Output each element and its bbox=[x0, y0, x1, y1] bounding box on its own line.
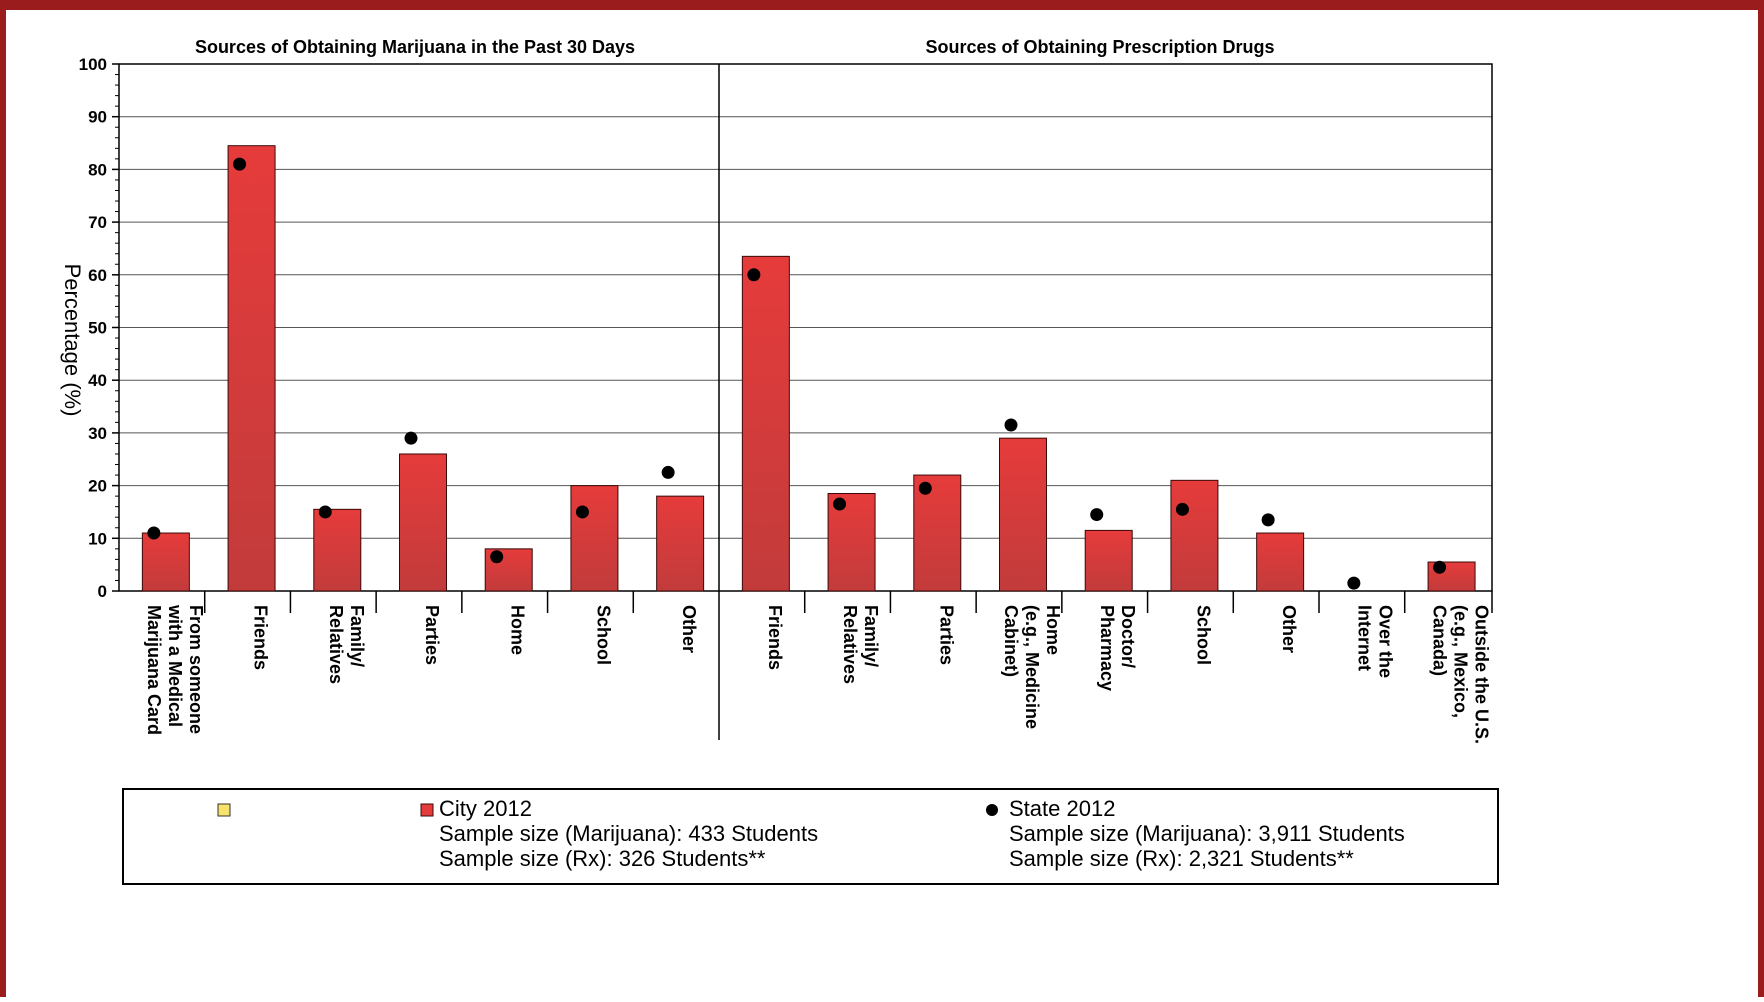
x-category-label: From someone bbox=[186, 605, 206, 734]
y-tick-label: 70 bbox=[88, 213, 107, 232]
x-category-label: (e.g., Mexico, bbox=[1451, 605, 1471, 718]
bars bbox=[141, 145, 1476, 592]
dot-state-2012 bbox=[1347, 576, 1361, 590]
x-category-label: Family/ bbox=[347, 605, 367, 667]
legend-yellow-swatch bbox=[217, 803, 231, 817]
x-category-label: Marijuana Card bbox=[144, 605, 164, 735]
x-category-label: School bbox=[593, 605, 613, 665]
bar-city-2012 bbox=[1256, 532, 1305, 592]
x-category-label: Family/ bbox=[861, 605, 881, 667]
x-category-label: Other bbox=[679, 605, 699, 653]
gridlines bbox=[119, 116, 1492, 539]
y-tick-label: 10 bbox=[88, 529, 107, 548]
y-tick-label: 30 bbox=[88, 424, 107, 443]
x-category-label: Canada) bbox=[1430, 605, 1450, 676]
legend-state-sample-marijuana: Sample size (Marijuana): 3,911 Students bbox=[1009, 821, 1405, 846]
x-category-label: Other bbox=[1279, 605, 1299, 653]
bar-city-2012 bbox=[313, 508, 362, 592]
chart-svg: 0 10 20 30 40 50 60 70 80 90 100 From someonewith … bbox=[60, 37, 1499, 885]
legend: City 2012 Sample size (Marijuana): 433 S… bbox=[122, 788, 1499, 885]
state-dots bbox=[147, 157, 1447, 590]
legend-box bbox=[122, 788, 1499, 885]
dot-state-2012 bbox=[575, 505, 589, 519]
legend-state-name: State 2012 bbox=[1009, 796, 1115, 821]
dot-state-2012 bbox=[747, 268, 761, 282]
y-axis-label: Percentage (%) bbox=[60, 264, 85, 417]
legend-city-swatch bbox=[420, 803, 434, 817]
bar-city-2012 bbox=[1170, 479, 1219, 592]
bar-city-2012 bbox=[141, 532, 190, 592]
x-category-label: with a Medical bbox=[165, 604, 185, 727]
x-category-label: Home bbox=[508, 605, 528, 655]
x-category-label: (e.g., Medicine bbox=[1022, 605, 1042, 729]
dot-state-2012 bbox=[661, 465, 675, 479]
y-tick-label: 60 bbox=[88, 266, 107, 285]
bar-city-2012 bbox=[827, 493, 876, 592]
x-category-label: Internet bbox=[1354, 605, 1374, 671]
legend-city-name: City 2012 bbox=[439, 796, 532, 821]
y-tick-label: 0 bbox=[98, 582, 107, 601]
y-tick-label: 100 bbox=[79, 55, 107, 74]
dot-state-2012 bbox=[147, 526, 161, 540]
legend-city-sample-rx: Sample size (Rx): 326 Students** bbox=[439, 846, 766, 871]
dot-state-2012 bbox=[404, 431, 418, 445]
dot-state-2012 bbox=[233, 157, 247, 171]
x-category-label: Parties bbox=[936, 605, 956, 665]
bar-city-2012 bbox=[570, 485, 619, 592]
dot-state-2012 bbox=[1004, 418, 1018, 432]
y-tick-label: 40 bbox=[88, 371, 107, 390]
x-category-label: Pharmacy bbox=[1097, 605, 1117, 691]
dot-state-2012 bbox=[1433, 560, 1447, 574]
bar-city-2012 bbox=[656, 495, 705, 592]
x-category-label: Cabinet) bbox=[1001, 605, 1021, 677]
dot-state-2012 bbox=[1261, 513, 1275, 527]
panel-title-prescription: Sources of Obtaining Prescription Drugs bbox=[925, 37, 1274, 57]
dot-state-2012 bbox=[1090, 508, 1104, 522]
x-category-label: Outside the U.S. bbox=[1472, 605, 1492, 744]
x-category-label: Relatives bbox=[840, 605, 860, 684]
axes: 0 10 20 30 40 50 60 70 80 90 100 bbox=[79, 55, 1493, 740]
y-tick-label: 50 bbox=[88, 319, 107, 338]
bar-city-2012 bbox=[741, 255, 790, 592]
x-category-label: Home bbox=[1043, 605, 1063, 655]
panel-title-marijuana: Sources of Obtaining Marijuana in the Pa… bbox=[195, 37, 635, 57]
dot-state-2012 bbox=[318, 505, 332, 519]
legend-state-dot bbox=[986, 804, 998, 816]
x-category-label: Friends bbox=[765, 605, 785, 670]
x-category-label: Friends bbox=[251, 605, 271, 670]
bar-city-2012 bbox=[913, 474, 962, 592]
y-tick-label: 20 bbox=[88, 477, 107, 496]
y-tick-label: 90 bbox=[88, 108, 107, 127]
bar-city-2012 bbox=[227, 145, 276, 592]
dot-state-2012 bbox=[490, 550, 504, 564]
dot-state-2012 bbox=[1175, 502, 1189, 516]
plot-area bbox=[118, 63, 1493, 592]
x-category-label: Relatives bbox=[326, 605, 346, 684]
x-category-label: Doctor/ bbox=[1118, 605, 1138, 668]
bar-city-2012 bbox=[999, 437, 1047, 592]
legend-state-sample-rx: Sample size (Rx): 2,321 Students** bbox=[1009, 846, 1354, 871]
legend-city-sample-marijuana: Sample size (Marijuana): 433 Students bbox=[439, 821, 818, 846]
x-category-label: Parties bbox=[422, 605, 442, 665]
x-category-label: Over the bbox=[1375, 605, 1395, 678]
bar-city-2012 bbox=[399, 453, 447, 592]
dot-state-2012 bbox=[918, 481, 932, 495]
y-tick-label: 80 bbox=[88, 160, 107, 179]
x-category-label: School bbox=[1193, 605, 1213, 665]
dot-state-2012 bbox=[833, 497, 847, 511]
bar-city-2012 bbox=[1084, 529, 1133, 592]
